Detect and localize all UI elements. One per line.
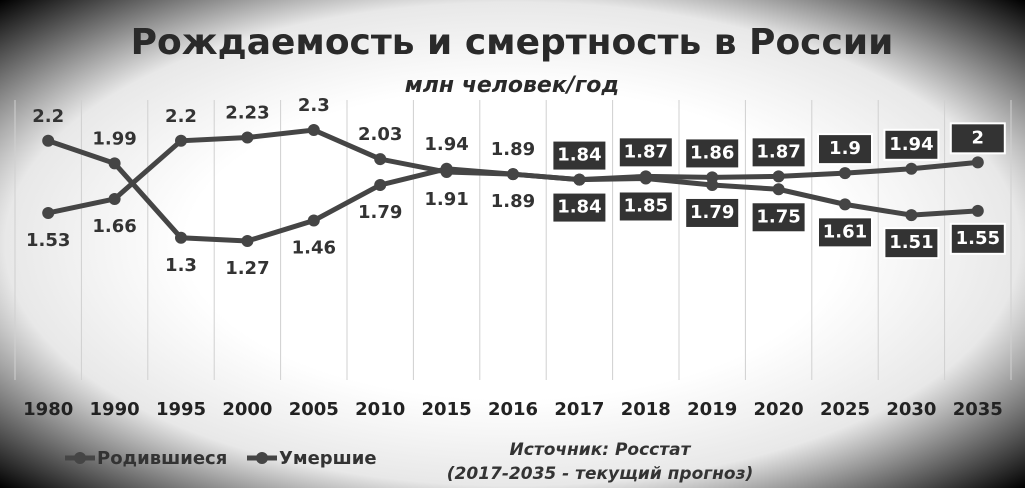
data-label: 2.23 [225, 103, 269, 124]
x-tick-label: 1990 [90, 399, 140, 420]
label-box [883, 128, 940, 161]
data-label: 1.86 [690, 142, 734, 163]
point [639, 170, 652, 183]
data-label: 1.51 [889, 232, 933, 253]
x-tick-label: 2035 [953, 399, 1003, 420]
data-label: 1.55 [956, 228, 1000, 249]
data-label: 1.94 [424, 134, 468, 155]
x-tick-label: 1980 [23, 399, 73, 420]
data-label: 1.53 [26, 230, 70, 251]
point [971, 204, 984, 217]
point [374, 153, 387, 166]
label-box [617, 190, 674, 223]
data-label: 2 [972, 127, 985, 148]
data-label: 1.89 [491, 139, 535, 160]
point [772, 170, 785, 183]
x-tick-label: 2005 [289, 399, 339, 420]
data-label: 1.84 [557, 197, 601, 218]
x-tick-label: 2018 [621, 399, 671, 420]
data-label: 1.99 [92, 128, 136, 149]
point [42, 206, 55, 219]
point [839, 198, 851, 211]
data-label: 1.84 [557, 145, 601, 166]
data-label: 1.46 [292, 238, 336, 259]
point [440, 166, 453, 179]
label-box [684, 137, 741, 170]
label-box [684, 196, 741, 229]
point [772, 183, 785, 196]
data-label: 1.89 [491, 191, 535, 212]
chart-subtitle: млн человек/год [405, 73, 619, 98]
data-label: 1.3 [165, 255, 197, 276]
data-label: 1.61 [823, 221, 867, 242]
x-tick-label: 2020 [754, 399, 804, 420]
point [971, 156, 984, 169]
label-box [817, 216, 873, 249]
x-tick-label: 2016 [488, 399, 538, 420]
data-label: 1.79 [690, 202, 734, 223]
label-box [750, 136, 807, 169]
data-label: 1.9 [829, 138, 861, 159]
label-box [750, 201, 807, 234]
legend-label: Родившиеся [97, 448, 227, 469]
x-tick-label: 2010 [355, 399, 405, 420]
data-label: 1.27 [225, 258, 269, 279]
data-label: 1.66 [92, 216, 136, 237]
x-tick-label: 2000 [222, 399, 272, 420]
data-label: 1.79 [358, 202, 402, 223]
x-tick-label: 2015 [422, 399, 472, 420]
point [507, 168, 519, 181]
data-label: 1.85 [624, 195, 668, 216]
point [175, 231, 187, 244]
data-label: 1.91 [424, 189, 468, 210]
point [573, 173, 586, 186]
point [108, 192, 121, 205]
point [905, 162, 918, 175]
label-box [551, 191, 608, 224]
point [706, 171, 719, 184]
point [241, 235, 254, 247]
legend-marker [256, 452, 268, 464]
point [241, 131, 254, 144]
point [307, 214, 320, 227]
x-tick-label: 2017 [554, 399, 604, 420]
forecast-note: (2017-2035 - текущий прогноз) [447, 464, 753, 484]
data-label: 1.75 [756, 206, 800, 227]
label-box [617, 136, 674, 169]
data-label: 1.87 [624, 141, 668, 162]
x-tick-label: 2025 [820, 399, 870, 420]
data-label: 1.94 [889, 134, 933, 155]
point [374, 178, 387, 191]
label-box [551, 139, 608, 172]
chart-title: Рождаемость и смертность в России [131, 22, 894, 63]
label-box [949, 222, 1006, 255]
source-note: Источник: Росстат [510, 440, 692, 460]
label-box [817, 133, 873, 166]
x-tick-label: 2030 [886, 399, 936, 420]
point [175, 134, 187, 147]
point [905, 209, 918, 222]
legend-label: Умершие [279, 448, 377, 469]
x-tick-label: 2019 [687, 399, 737, 420]
label-box [949, 122, 1006, 155]
data-label: 1.87 [756, 141, 800, 162]
point [839, 167, 851, 180]
data-label: 2.2 [165, 106, 197, 127]
legend-marker [74, 452, 86, 464]
data-label: 2.03 [358, 124, 402, 145]
data-label: 2.2 [32, 106, 64, 127]
data-label: 2.3 [298, 95, 330, 116]
point [307, 124, 320, 136]
label-box [883, 227, 940, 260]
point [42, 134, 55, 147]
x-tick-label: 1995 [156, 399, 206, 420]
point [108, 157, 121, 170]
